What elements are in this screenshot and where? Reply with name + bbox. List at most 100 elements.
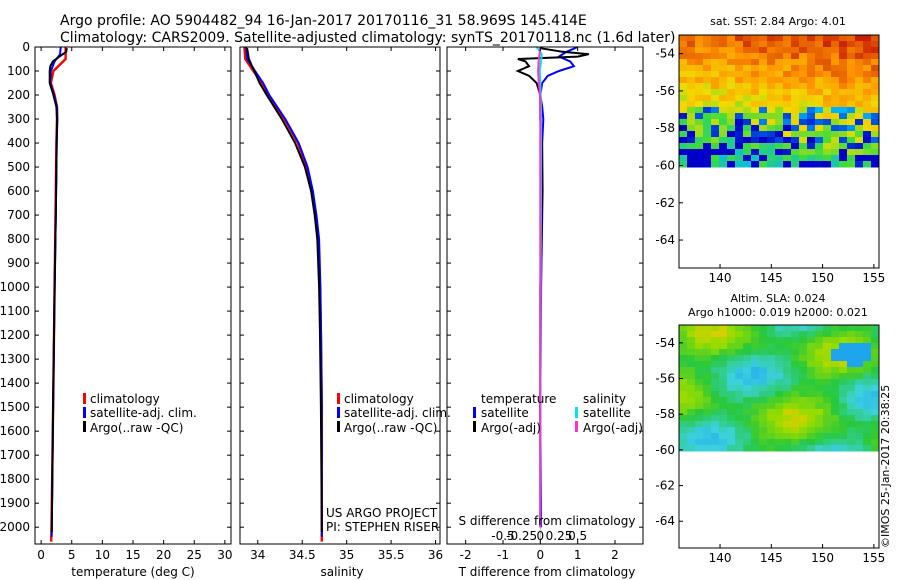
map-cell — [799, 331, 808, 338]
map-cell — [871, 415, 880, 422]
map-cell — [791, 391, 800, 398]
map-cell — [791, 415, 800, 422]
map-cell — [847, 427, 856, 434]
map-cell — [727, 83, 736, 90]
map-cell — [783, 101, 792, 108]
map-cell — [719, 373, 728, 380]
map-cell — [767, 445, 776, 452]
map-cell — [767, 361, 776, 368]
map-cell — [807, 47, 816, 54]
map-cell — [735, 385, 744, 392]
map-cell — [767, 391, 776, 398]
map-cell — [703, 149, 712, 156]
map-cell — [687, 373, 696, 380]
map-cell — [719, 59, 728, 66]
title-line-1: Argo profile: AO 5904482_94 16-Jan-2017 … — [60, 13, 587, 29]
map-cell — [751, 379, 760, 386]
map-cell — [783, 107, 792, 114]
map-cell — [831, 89, 840, 96]
map-cell — [719, 379, 728, 386]
map-cell — [687, 161, 696, 168]
map-cell — [743, 59, 752, 66]
map-cell — [847, 95, 856, 102]
map-cell — [735, 83, 744, 90]
y-tick-label: -54 — [655, 336, 675, 350]
map-cell — [751, 137, 760, 144]
map-cell — [687, 137, 696, 144]
map-cell — [807, 385, 816, 392]
map-cell — [775, 385, 784, 392]
map-cell — [767, 83, 776, 90]
map-cell — [679, 343, 688, 350]
map-cell — [767, 367, 776, 374]
map-cell — [711, 47, 720, 54]
map-cell — [847, 77, 856, 84]
map-cell — [727, 59, 736, 66]
map-cell — [687, 445, 696, 452]
map-cell — [831, 113, 840, 120]
map-cell — [735, 379, 744, 386]
map-cell — [847, 137, 856, 144]
map-cell — [751, 59, 760, 66]
map-cell — [775, 433, 784, 440]
map-cell — [855, 41, 864, 48]
map-cell — [759, 131, 768, 138]
map-cell — [839, 391, 848, 398]
map-cell — [839, 385, 848, 392]
map-cell — [759, 35, 768, 42]
map-cell — [791, 325, 800, 332]
map-cell — [679, 421, 688, 428]
sla-map-frame — [678, 324, 880, 549]
temperature-panel: 0100200300400500600700800900100011001200… — [0, 40, 233, 579]
map-cell — [815, 101, 824, 108]
map-cell — [791, 155, 800, 162]
map-cell — [807, 373, 816, 380]
map-cell — [799, 433, 808, 440]
map-cell — [719, 107, 728, 114]
map-cell — [695, 385, 704, 392]
map-cell — [687, 101, 696, 108]
map-cell — [799, 155, 808, 162]
map-cell — [751, 349, 760, 356]
map-cell — [815, 367, 824, 374]
map-cell — [775, 149, 784, 156]
map-cell — [863, 349, 872, 356]
map-cell — [695, 83, 704, 90]
map-cell — [775, 445, 784, 452]
map-cell — [679, 47, 688, 54]
legend-swatch-sal-argo — [575, 421, 578, 432]
map-cell — [695, 415, 704, 422]
map-cell — [855, 403, 864, 410]
map-cell — [823, 415, 832, 422]
difference-xlabel-top: S difference from climatology — [459, 514, 636, 528]
map-cell — [727, 107, 736, 114]
map-cell — [807, 65, 816, 72]
legend-swatch-argo — [83, 421, 86, 432]
map-cell — [855, 391, 864, 398]
map-cell — [695, 125, 704, 132]
map-cell — [815, 149, 824, 156]
map-cell — [767, 433, 776, 440]
map-cell — [759, 373, 768, 380]
map-cell — [703, 101, 712, 108]
map-cell — [791, 137, 800, 144]
map-cell — [807, 53, 816, 60]
map-cell — [695, 161, 704, 168]
map-cell — [855, 53, 864, 60]
map-cell — [823, 445, 832, 452]
map-cell — [799, 161, 808, 168]
map-cell — [799, 403, 808, 410]
map-cell — [847, 131, 856, 138]
map-cell — [735, 439, 744, 446]
difference-legend: temperature salinity satellite Argo(-adj… — [473, 392, 643, 435]
y-tick-label: 2000 — [0, 520, 30, 534]
map-cell — [735, 427, 744, 434]
map-cell — [831, 385, 840, 392]
map-cell — [759, 53, 768, 60]
map-cell — [807, 325, 816, 332]
map-cell — [751, 47, 760, 54]
map-cell — [679, 65, 688, 72]
map-cell — [679, 119, 688, 126]
map-cell — [711, 355, 720, 362]
map-cell — [823, 47, 832, 54]
